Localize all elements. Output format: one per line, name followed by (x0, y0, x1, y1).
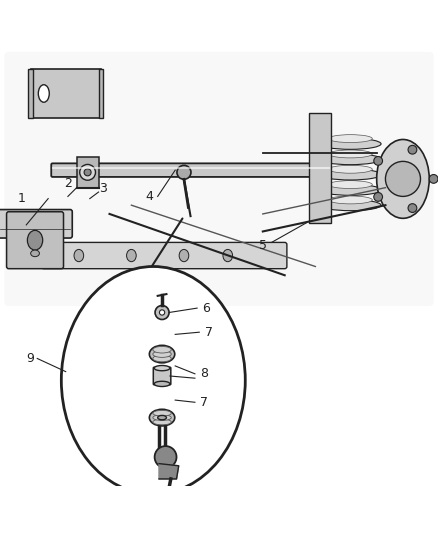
Circle shape (157, 395, 167, 405)
Ellipse shape (61, 266, 245, 494)
Ellipse shape (31, 250, 39, 257)
Circle shape (155, 446, 177, 468)
Ellipse shape (320, 200, 381, 211)
Polygon shape (159, 464, 179, 479)
Bar (77, 157, 99, 188)
Ellipse shape (158, 415, 166, 420)
FancyBboxPatch shape (42, 243, 287, 269)
Text: 1: 1 (18, 192, 26, 205)
Circle shape (149, 321, 175, 348)
Ellipse shape (153, 419, 171, 425)
Ellipse shape (154, 381, 170, 386)
Bar (309, 113, 331, 223)
Circle shape (385, 161, 420, 197)
Ellipse shape (179, 249, 189, 262)
Ellipse shape (328, 196, 372, 204)
Circle shape (149, 387, 175, 413)
Ellipse shape (39, 85, 49, 102)
Ellipse shape (320, 184, 381, 195)
Ellipse shape (154, 366, 170, 371)
Circle shape (374, 157, 382, 165)
Ellipse shape (149, 345, 175, 363)
Circle shape (429, 174, 438, 183)
Ellipse shape (328, 165, 372, 173)
Ellipse shape (377, 140, 429, 219)
Text: 7: 7 (205, 326, 212, 338)
FancyBboxPatch shape (153, 367, 171, 385)
Ellipse shape (328, 181, 372, 189)
Circle shape (157, 329, 167, 340)
Ellipse shape (153, 346, 171, 353)
Ellipse shape (149, 409, 175, 426)
Text: 4: 4 (145, 190, 153, 203)
Ellipse shape (328, 150, 372, 158)
Ellipse shape (153, 351, 171, 358)
Ellipse shape (328, 135, 372, 142)
Ellipse shape (320, 169, 381, 180)
Circle shape (84, 169, 91, 176)
FancyBboxPatch shape (51, 163, 330, 177)
Bar (28, 69, 33, 118)
Circle shape (408, 146, 417, 154)
Ellipse shape (153, 355, 171, 362)
FancyBboxPatch shape (4, 52, 434, 306)
Text: 3: 3 (99, 182, 107, 195)
Ellipse shape (223, 249, 233, 262)
Text: 9: 9 (27, 352, 35, 365)
Ellipse shape (127, 249, 136, 262)
Text: 6: 6 (202, 302, 210, 314)
FancyBboxPatch shape (0, 209, 72, 238)
Circle shape (80, 165, 95, 180)
Circle shape (408, 204, 417, 213)
Circle shape (155, 305, 169, 319)
Ellipse shape (153, 415, 171, 421)
Text: 5: 5 (259, 239, 267, 252)
Ellipse shape (320, 154, 381, 165)
Circle shape (374, 192, 382, 201)
Text: 7: 7 (200, 396, 208, 409)
Ellipse shape (320, 139, 381, 149)
Bar (31, 69, 101, 118)
Text: 2: 2 (64, 177, 72, 190)
Ellipse shape (153, 410, 171, 416)
Ellipse shape (27, 230, 42, 250)
Ellipse shape (74, 249, 84, 262)
Circle shape (177, 165, 191, 179)
FancyBboxPatch shape (7, 212, 64, 269)
Bar (99, 69, 103, 118)
Text: 8: 8 (200, 367, 208, 381)
Circle shape (159, 310, 165, 315)
